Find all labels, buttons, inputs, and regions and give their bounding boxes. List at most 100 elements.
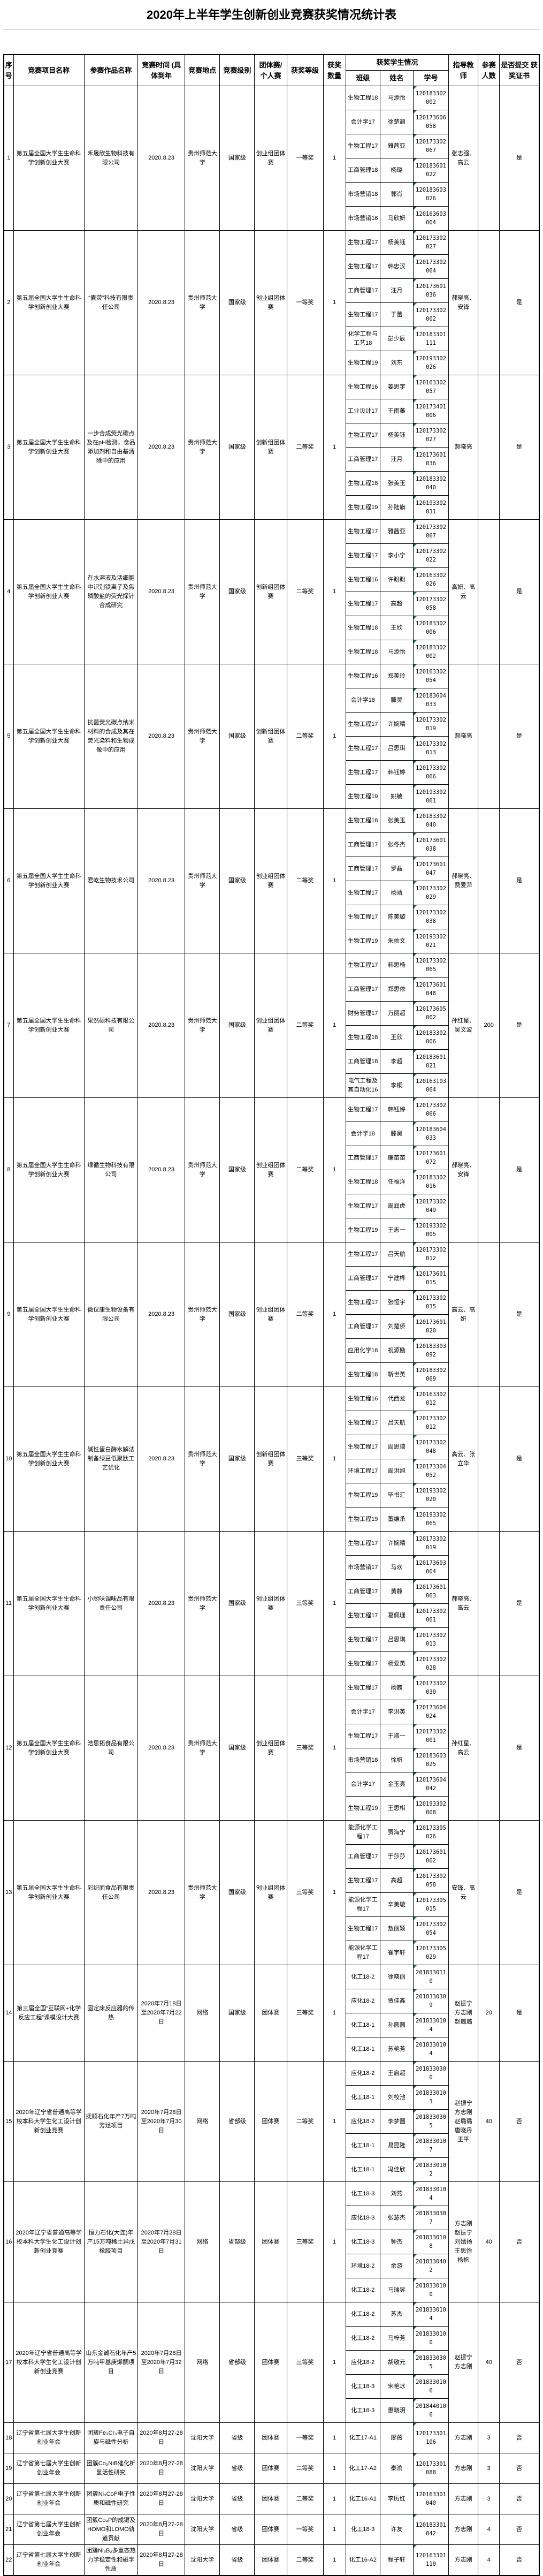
student-id: 120193302026 xyxy=(412,351,449,376)
student-name: 滕昊 xyxy=(379,688,414,713)
table-row: 生物工程17 韩忠汉 120173302064 xyxy=(4,254,539,279)
student-class: 化工17-A1 xyxy=(345,2422,380,2454)
competition-name: 辽宁省第七届大学生创新创业年会 xyxy=(13,2453,85,2484)
student-id: 120173601015 xyxy=(412,1266,449,1291)
student-name: 徐晓丽 xyxy=(379,1965,414,1990)
certificate-submitted: 否 xyxy=(499,2453,540,2484)
team-or-individual: 创新组团体赛 xyxy=(254,519,287,665)
row-number: 10 xyxy=(3,1387,14,1532)
entry-name: 在水溶液及活细胞中识别铁离子及焦磷酸盐的荧光探针合成研究 xyxy=(83,519,138,665)
competition-level: 省级 xyxy=(219,2422,255,2454)
competition-time: 2020年8月27-28日 xyxy=(137,2514,186,2545)
row-number: 5 xyxy=(3,664,14,809)
student-class: 生物工程17 xyxy=(345,230,380,255)
student-name: 钟杰 xyxy=(379,2230,414,2255)
row-number: 14 xyxy=(3,1965,14,2062)
competition-time: 2020年7月28日至2020年7月31日 xyxy=(137,2181,186,2303)
certificate-submitted: 是 xyxy=(499,808,540,954)
student-class: 化工18-1 xyxy=(345,2085,380,2110)
student-id: 120173302001 xyxy=(412,1724,449,1749)
student-id: 120183302069 xyxy=(412,1362,449,1388)
student-name: 祝源励 xyxy=(379,1338,414,1363)
participant-count: 40 xyxy=(478,2302,500,2423)
student-class: 化工18-3 xyxy=(345,2514,380,2545)
student-name: 李超 xyxy=(379,1049,414,1074)
student-name: 张慧杰 xyxy=(379,2206,414,2231)
student-id: 120173302030 xyxy=(412,1676,449,1701)
student-class: 应化18-2 xyxy=(345,2109,380,2134)
team-or-individual: 创业组团体赛 xyxy=(254,1531,287,1677)
student-class: 化工18-2 xyxy=(345,1965,380,1990)
competition-time: 2020年7月28日至2020年7月30日 xyxy=(137,2061,186,2183)
student-class: 应用化学18 xyxy=(345,1338,380,1363)
team-or-individual: 团体赛 xyxy=(254,2181,287,2303)
student-id: 120163302057 xyxy=(412,375,449,400)
student-class: 化工18-3 xyxy=(345,2230,380,2255)
table-row: 生物工程17 陈美璇 120173302038 xyxy=(4,905,539,930)
competition-name: 第五届全国大学生生命科学创新创业大赛 xyxy=(13,230,85,376)
table-row: 生物工程17 周思琦 120173302048 xyxy=(4,1435,539,1460)
student-id: 120163301040 xyxy=(412,2483,449,2515)
participant-count xyxy=(478,1676,500,1821)
entry-name: 君屹生物技术公司 xyxy=(83,808,138,954)
row-number: 8 xyxy=(3,1097,14,1243)
award-grade: 二等奖 xyxy=(286,1097,324,1243)
student-name: 苏杰 xyxy=(379,2302,414,2327)
student-name: 徐帆 xyxy=(379,1748,414,1773)
student-name: 胡敬元 xyxy=(379,2350,414,2375)
student-name: 刘楚侨 xyxy=(379,1314,414,1339)
table-row: 工商管理18 李超 120183601021 xyxy=(4,1049,539,1074)
student-name: 吕天航 xyxy=(379,1411,414,1436)
row-number: 9 xyxy=(3,1242,14,1388)
competition-level: 国家级 xyxy=(219,1097,255,1243)
student-name: 雅茜亚 xyxy=(379,134,414,159)
table-row: 生物工程18 张美玉 120183302040 xyxy=(4,471,539,496)
header-student-name: 姓名 xyxy=(379,70,414,87)
competition-level: 省级 xyxy=(219,2483,255,2515)
table-row: 生物工程17 吕思琪 120173302013 xyxy=(4,1627,539,1653)
student-class: 化工16-A2 xyxy=(345,2544,380,2576)
student-id: 2018330402 xyxy=(412,2254,449,2279)
row-number: 21 xyxy=(3,2514,14,2545)
student-class: 生物工程18 xyxy=(345,1170,380,1195)
table-row: 生物工程17 杨美钰 120173302027 xyxy=(4,423,539,448)
table-row: 工业设计17 王雨蕃 120173401006 xyxy=(4,399,539,424)
student-id: 120193302008 xyxy=(412,1796,449,1821)
student-name: 黄静 xyxy=(379,1579,414,1604)
student-class: 化工18-2 xyxy=(345,2326,380,2351)
student-class: 应化18-3 xyxy=(345,2206,380,2231)
student-name: 贾海宁 xyxy=(379,1820,414,1845)
team-or-individual: 创业组团体赛 xyxy=(254,1820,287,1966)
student-id: 120193302061 xyxy=(412,784,449,809)
table-row: 工商管理17 刘楚侨 120173601020 xyxy=(4,1314,539,1339)
student-name: 周思琦 xyxy=(379,1435,414,1460)
team-or-individual: 创业组团体赛 xyxy=(254,1676,287,1821)
table-row: 22 辽宁省第七届大学生创新创业年会 团簇Ni₃B₂多重态热力学稳定性和磁学性质 20… xyxy=(3,2544,540,2576)
student-name: 罗晶 xyxy=(379,857,414,882)
team-or-individual: 团体赛 xyxy=(254,2514,287,2545)
certificate-submitted: 是 xyxy=(499,1676,540,1821)
advisor-names: 孙红星、吴文波 xyxy=(448,953,479,1098)
student-class: 环境工程17 xyxy=(345,1459,380,1484)
row-number: 6 xyxy=(3,808,14,954)
competition-level: 省级 xyxy=(219,2453,255,2484)
student-name: 廉苗苗 xyxy=(379,1146,414,1171)
competition-location: 沈阳大学 xyxy=(185,2453,220,2484)
certificate-submitted: 是 xyxy=(499,1097,540,1243)
row-number: 15 xyxy=(3,2061,14,2183)
student-class: 工商管理18 xyxy=(345,158,380,183)
competition-name: 第五届全国大学生生命科学创新创业大赛 xyxy=(13,1531,85,1677)
competition-level: 国家级 xyxy=(219,86,255,231)
student-name: 余游 xyxy=(379,2254,414,2279)
competition-name: 第五届全国大学生生命科学创新创业大赛 xyxy=(13,808,85,954)
team-or-individual: 创业组团体赛 xyxy=(254,86,287,231)
table-row: 15 2020年辽宁省普通高等学校本科大学生化工设计创新创业竞赛 抚顺石化年产7万吨… xyxy=(3,2061,540,2183)
student-class: 生物工程16 xyxy=(345,567,380,593)
entry-name: 彩织面食品有限责任公司 xyxy=(83,1820,138,1966)
student-id: 120173302061 xyxy=(412,1603,449,1628)
student-class: 化工18-3 xyxy=(345,2398,380,2423)
student-id: 2018330305 xyxy=(412,2350,449,2375)
certificate-submitted: 是 xyxy=(499,519,540,665)
student-id: 120163301110 xyxy=(412,2544,449,2576)
student-id: 120183301111 xyxy=(412,327,449,352)
